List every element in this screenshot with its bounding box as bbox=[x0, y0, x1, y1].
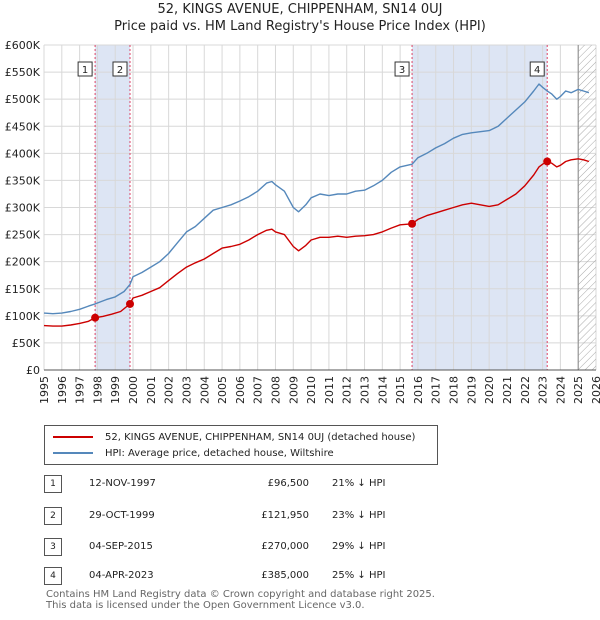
x-tick-label: 2016 bbox=[412, 376, 425, 404]
price-line bbox=[43, 158, 590, 327]
transaction-number: 2 bbox=[44, 507, 62, 525]
transaction-date: 29-OCT-1999 bbox=[89, 510, 155, 521]
y-tick-label: £350K bbox=[5, 174, 41, 187]
x-tick-label: 2014 bbox=[376, 376, 389, 404]
x-tick-label: 2012 bbox=[341, 376, 354, 404]
y-tick-label: £450K bbox=[5, 120, 41, 133]
x-tick-label: 1999 bbox=[109, 376, 122, 404]
transaction-row: 2 29-OCT-1999 £121,950 23% ↓ HPI bbox=[44, 507, 404, 527]
transaction-date: 04-APR-2023 bbox=[89, 570, 154, 581]
x-tick-label: 2000 bbox=[127, 376, 140, 404]
sale-label-box bbox=[112, 61, 128, 77]
transaction-number: 3 bbox=[44, 538, 62, 556]
x-tick-label: 2020 bbox=[483, 376, 496, 404]
y-tick-label: £0 bbox=[26, 364, 40, 377]
x-tick-label: 2001 bbox=[145, 376, 158, 404]
hpi-line bbox=[43, 83, 590, 315]
x-tick-label: 2008 bbox=[269, 376, 282, 404]
sale-point bbox=[543, 157, 552, 166]
x-tick-label: 2025 bbox=[572, 376, 585, 404]
x-tick-label: 2006 bbox=[234, 376, 247, 404]
transaction-price: £385,000 bbox=[261, 570, 309, 581]
transaction-row: 3 04-SEP-2015 £270,000 29% ↓ HPI bbox=[44, 538, 404, 558]
x-tick-label: 2007 bbox=[252, 376, 265, 404]
sale-label: 3 bbox=[399, 65, 405, 76]
sale-point bbox=[408, 219, 417, 228]
chart-title: 52, KINGS AVENUE, CHIPPENHAM, SN14 0UJ bbox=[157, 2, 443, 17]
transaction-hpi: 23% ↓ HPI bbox=[332, 510, 386, 521]
sale-label-box bbox=[77, 61, 93, 77]
legend-item-price: 52, KINGS AVENUE, CHIPPENHAM, SN14 0UJ (… bbox=[53, 429, 415, 445]
sale-label: 4 bbox=[534, 65, 540, 76]
sale-label-box bbox=[529, 61, 545, 77]
transaction-number: 1 bbox=[44, 475, 62, 493]
sale-point bbox=[91, 313, 100, 322]
transaction-hpi: 29% ↓ HPI bbox=[332, 541, 386, 552]
transaction-row: 4 04-APR-2023 £385,000 25% ↓ HPI bbox=[44, 567, 404, 587]
x-tick-label: 2024 bbox=[554, 376, 567, 404]
chart-canvas: 1 2 3 4 £0 £50K £100K £150K £200K £250K £300K £350… bbox=[5, 39, 600, 404]
x-tick-label: 2017 bbox=[430, 376, 443, 404]
transaction-date: 04-SEP-2015 bbox=[89, 541, 153, 552]
y-tick-label: £500K bbox=[5, 93, 41, 106]
x-tick-label: 2022 bbox=[519, 376, 532, 404]
transaction-price: £96,500 bbox=[267, 478, 309, 489]
x-tick-label: 2004 bbox=[198, 376, 211, 404]
chart-subtitle: Price paid vs. HM Land Registry's House … bbox=[114, 19, 486, 34]
sale-label-box bbox=[394, 61, 410, 77]
sale-label: 1 bbox=[82, 65, 88, 76]
y-tick-label: £600K bbox=[5, 39, 41, 52]
legend: 52, KINGS AVENUE, CHIPPENHAM, SN14 0UJ (… bbox=[44, 425, 438, 465]
transaction-row: 1 12-NOV-1997 £96,500 21% ↓ HPI bbox=[44, 475, 404, 495]
y-tick-label: £150K bbox=[5, 283, 41, 296]
x-tick-label: 2026 bbox=[590, 376, 600, 404]
transaction-number: 4 bbox=[44, 567, 62, 585]
sale-point bbox=[126, 299, 135, 308]
y-tick-label: £550K bbox=[5, 66, 41, 79]
x-tick-label: 1995 bbox=[38, 376, 51, 404]
sale-label: 2 bbox=[117, 65, 123, 76]
transaction-price: £121,950 bbox=[261, 510, 309, 521]
legend-label-hpi: HPI: Average price, detached house, Wilt… bbox=[105, 447, 334, 459]
transaction-price: £270,000 bbox=[261, 541, 309, 552]
x-tick-label: 2023 bbox=[537, 376, 550, 404]
y-tick-label: £200K bbox=[5, 256, 41, 269]
transaction-date: 12-NOV-1997 bbox=[89, 478, 156, 489]
x-tick-label: 2018 bbox=[448, 376, 461, 404]
x-tick-label: 1997 bbox=[74, 376, 87, 404]
x-tick-label: 2003 bbox=[180, 376, 193, 404]
footer: Contains HM Land Registry data © Crown c… bbox=[46, 589, 435, 611]
x-tick-label: 2013 bbox=[359, 376, 372, 404]
x-tick-label: 1996 bbox=[56, 376, 69, 404]
x-tick-label: 2010 bbox=[305, 376, 318, 404]
x-tick-label: 2015 bbox=[394, 376, 407, 404]
y-tick-label: £250K bbox=[5, 229, 41, 242]
x-tick-label: 1998 bbox=[91, 376, 104, 404]
x-tick-label: 2009 bbox=[287, 376, 300, 404]
y-tick-label: £50K bbox=[12, 337, 41, 350]
forecast-hatch bbox=[578, 45, 596, 370]
transaction-hpi: 25% ↓ HPI bbox=[332, 570, 386, 581]
legend-label-price: 52, KINGS AVENUE, CHIPPENHAM, SN14 0UJ (… bbox=[105, 431, 416, 443]
x-tick-label: 2011 bbox=[323, 376, 336, 404]
x-tick-label: 2005 bbox=[216, 376, 229, 404]
legend-item-hpi: HPI: Average price, detached house, Wilt… bbox=[53, 445, 334, 461]
legend-swatch-hpi bbox=[53, 452, 93, 454]
transaction-hpi: 21% ↓ HPI bbox=[332, 478, 386, 489]
legend-swatch-price bbox=[53, 436, 93, 438]
footer-copyright: Contains HM Land Registry data © Crown c… bbox=[46, 589, 435, 600]
x-tick-label: 2021 bbox=[501, 376, 514, 404]
y-tick-label: £100K bbox=[5, 310, 41, 323]
footer-licence: This data is licensed under the Open Gov… bbox=[46, 600, 365, 611]
x-tick-label: 2019 bbox=[465, 376, 478, 404]
y-tick-label: £400K bbox=[5, 147, 41, 160]
x-tick-label: 2002 bbox=[163, 376, 176, 404]
y-tick-label: £300K bbox=[5, 202, 41, 215]
